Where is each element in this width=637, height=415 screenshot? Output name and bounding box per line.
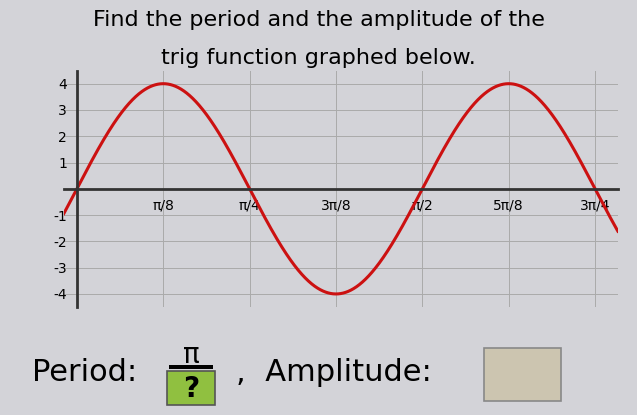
Text: π: π [183, 341, 199, 369]
FancyBboxPatch shape [167, 371, 215, 405]
FancyBboxPatch shape [169, 365, 213, 369]
Text: ,  Amplitude:: , Amplitude: [236, 358, 431, 386]
Text: trig function graphed below.: trig function graphed below. [161, 48, 476, 68]
Text: ?: ? [183, 375, 199, 403]
FancyBboxPatch shape [484, 348, 561, 401]
Text: Period:: Period: [32, 358, 137, 386]
Text: Find the period and the amplitude of the: Find the period and the amplitude of the [92, 10, 545, 30]
